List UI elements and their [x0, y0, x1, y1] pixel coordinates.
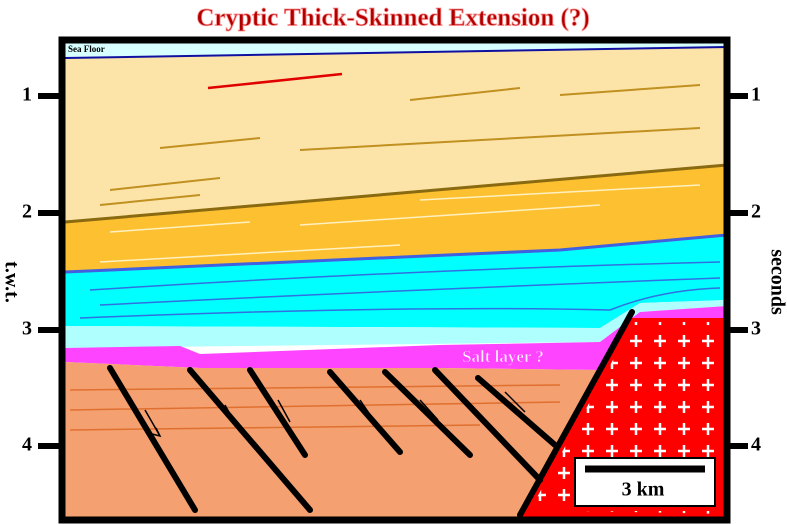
left-tick-label: 1	[22, 84, 32, 106]
left-tick-label: 2	[22, 201, 32, 223]
horizon	[64, 233, 728, 274]
horizon	[64, 163, 728, 224]
strata	[69, 384, 561, 431]
right-tick-label: 3	[751, 318, 761, 340]
frame	[58, 36, 731, 524]
right-tick-label: 1	[751, 84, 761, 106]
red-reflector	[207, 72, 343, 90]
right-tick-label: 4	[751, 434, 761, 456]
sea-floor-label: Sea Floor	[68, 44, 105, 54]
layer-pale-cyan	[65, 300, 727, 348]
title: Cryptic Thick-Skinned Extension (?)	[196, 5, 589, 32]
strata	[99, 84, 701, 206]
scale-label: 3 km	[622, 479, 665, 501]
strata	[99, 184, 701, 263]
right-tick-label: 2	[751, 201, 761, 223]
section	[64, 43, 728, 518]
faults	[107, 309, 635, 518]
left-tick-label: 4	[22, 434, 32, 456]
right-axis-label: seconds	[766, 249, 787, 315]
strata	[79, 261, 721, 319]
salt-label: Salt layer ?	[462, 347, 544, 366]
slip-arrows	[144, 391, 526, 438]
layer-cyan	[65, 235, 727, 328]
sea-floor-line	[64, 46, 728, 59]
salt	[65, 306, 727, 370]
left-axis-label: t.w.t.	[0, 261, 22, 303]
left-tick-label: 3	[22, 318, 32, 340]
